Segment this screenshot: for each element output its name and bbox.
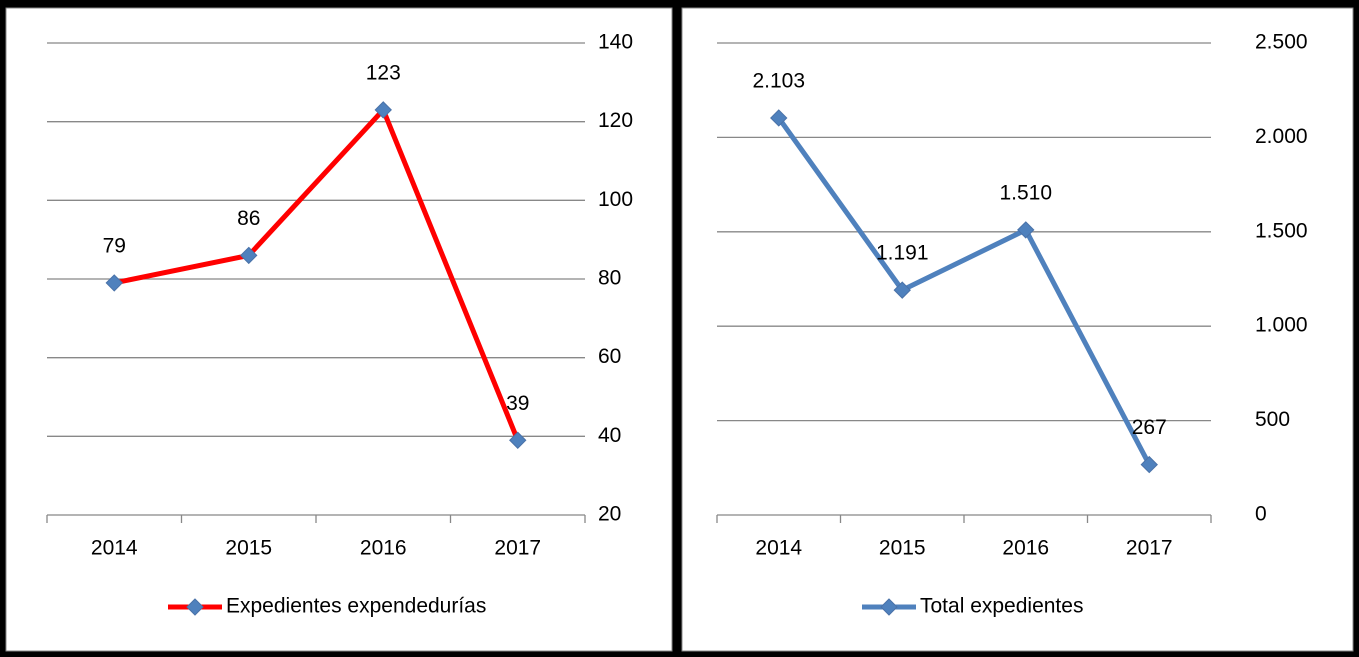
x-tick-label: 2017 [1126,537,1173,560]
y-tick-label: 20 [598,503,621,526]
y-tick-label: 100 [598,188,633,211]
x-tick-label: 2015 [225,537,272,560]
legend-label: Expedientes expendedurías [226,595,486,618]
legend-label: Total expedientes [920,595,1083,618]
x-tick-label: 2017 [494,537,541,560]
x-tick-label: 2016 [1002,537,1049,560]
data-label: 1.510 [999,181,1052,204]
y-tick-label: 1.500 [1255,219,1308,242]
data-label: 267 [1132,416,1167,439]
panel [681,7,1354,652]
data-label: 1.191 [876,242,929,265]
y-tick-label: 0 [1255,503,1267,526]
y-tick-label: 80 [598,267,621,290]
data-label: 86 [237,207,260,230]
marker [105,274,123,292]
y-tick-label: 1.000 [1255,314,1308,337]
line [776,116,1152,466]
data-label: 123 [366,61,401,84]
data-label: 79 [103,234,126,257]
y-tick-label: 60 [598,345,621,368]
marker [186,598,204,616]
x-tick-label: 2015 [879,537,926,560]
y-tick-label: 120 [598,109,633,132]
y-tick-label: 140 [598,31,633,54]
y-tick-label: 2.500 [1255,31,1308,54]
x-tick-label: 2014 [91,537,138,560]
marker [240,246,258,265]
marker [1140,455,1158,474]
marker [770,109,788,127]
data-label: 2.103 [752,70,805,93]
y-tick-label: 2.000 [1255,125,1308,148]
marker [509,431,527,449]
marker [1017,221,1035,239]
x-tick-label: 2016 [360,537,407,560]
y-tick-label: 40 [598,424,621,447]
x-tick-label: 2014 [755,537,802,560]
data-label: 39 [506,392,529,415]
marker [374,101,392,119]
line [113,107,521,442]
marker [893,281,911,299]
panel [5,7,673,652]
marker [880,598,898,616]
y-tick-label: 500 [1255,408,1290,431]
